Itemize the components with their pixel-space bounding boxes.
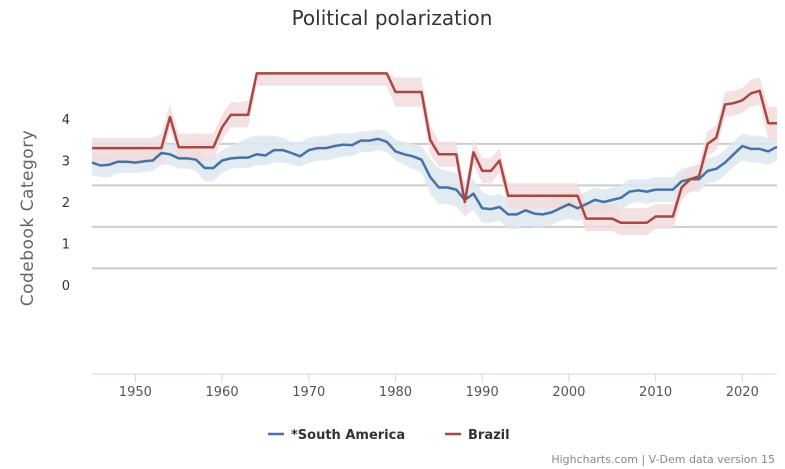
y-tick-label: 2 [62, 196, 70, 211]
series-lines [91, 72, 778, 225]
x-axis: 1950 1960 1970 1980 1990 2000 2010 2020 [92, 373, 777, 400]
y-tick-label: 4 [62, 113, 70, 128]
credits-text[interactable]: Highcharts.com | V-Dem data version 15 [551, 453, 775, 466]
x-tick-label: 1960 [206, 385, 239, 400]
x-tick-label: 1980 [379, 385, 412, 400]
x-tick-label: 2010 [639, 385, 672, 400]
legend-label: *South America [291, 428, 405, 443]
series-line[interactable] [91, 137, 778, 216]
x-tick-label: 1970 [292, 385, 325, 400]
legend-item[interactable]: Brazil [445, 428, 510, 443]
x-tick-label: 2020 [726, 385, 759, 400]
x-tick-label: 2000 [552, 385, 585, 400]
legend: *South America Brazil [268, 428, 510, 443]
series-line[interactable] [92, 72, 777, 225]
y-axis-label: Codebook Category [18, 130, 38, 307]
legend-item[interactable]: *South America [268, 428, 405, 443]
chart-title: Political polarization [292, 6, 493, 30]
x-tick-label: 1990 [466, 385, 499, 400]
x-tick-label: 1950 [119, 385, 152, 400]
legend-label: Brazil [468, 428, 510, 443]
y-tick-label: 0 [62, 279, 70, 294]
confidence-band [92, 73, 777, 236]
y-axis-ticks: 0 1 2 3 4 [62, 113, 70, 294]
y-tick-label: 3 [62, 155, 70, 170]
y-tick-label: 1 [62, 238, 70, 253]
